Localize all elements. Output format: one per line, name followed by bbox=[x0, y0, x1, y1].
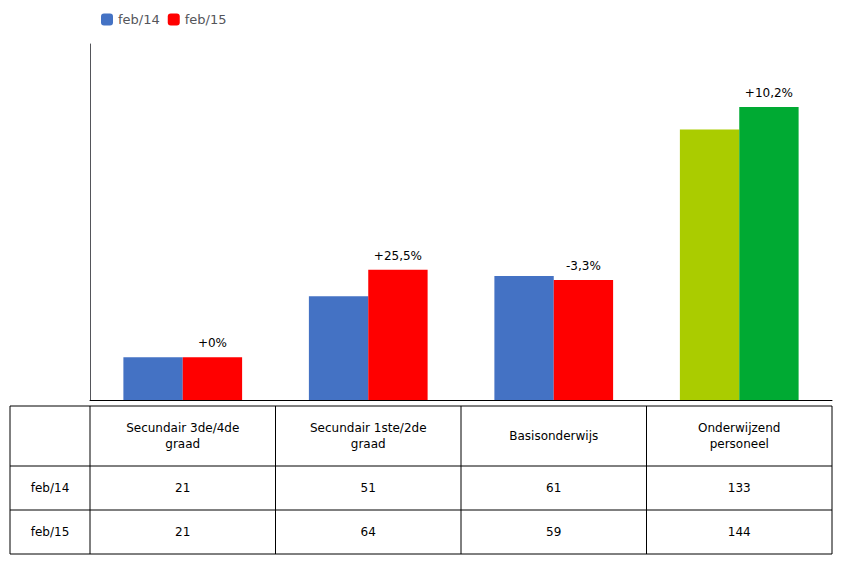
svg-text:-3,3%: -3,3% bbox=[566, 259, 601, 273]
svg-text:feb/14: feb/14 bbox=[31, 481, 70, 495]
svg-text:personeel: personeel bbox=[710, 437, 769, 451]
svg-text:21: 21 bbox=[175, 481, 190, 495]
svg-text:21: 21 bbox=[175, 525, 190, 539]
svg-text:graad: graad bbox=[351, 437, 386, 451]
svg-text:+25,5%: +25,5% bbox=[374, 249, 422, 263]
svg-text:Secundair 1ste/2de: Secundair 1ste/2de bbox=[310, 421, 427, 435]
svg-text:64: 64 bbox=[361, 525, 376, 539]
svg-text:+0%: +0% bbox=[198, 336, 227, 350]
svg-text:feb/15: feb/15 bbox=[31, 525, 70, 539]
svg-text:144: 144 bbox=[728, 525, 751, 539]
svg-text:61: 61 bbox=[546, 481, 561, 495]
svg-text:Onderwijzend: Onderwijzend bbox=[698, 421, 780, 435]
svg-text:51: 51 bbox=[361, 481, 376, 495]
svg-text:Basisonderwijs: Basisonderwijs bbox=[509, 429, 598, 443]
svg-text:Secundair 3de/4de: Secundair 3de/4de bbox=[126, 421, 239, 435]
svg-text:graad: graad bbox=[165, 437, 200, 451]
svg-text:133: 133 bbox=[728, 481, 751, 495]
svg-text:feb/15: feb/15 bbox=[185, 12, 227, 27]
svg-text:59: 59 bbox=[546, 525, 561, 539]
svg-text:+10,2%: +10,2% bbox=[745, 86, 793, 100]
svg-text:feb/14: feb/14 bbox=[118, 12, 160, 27]
